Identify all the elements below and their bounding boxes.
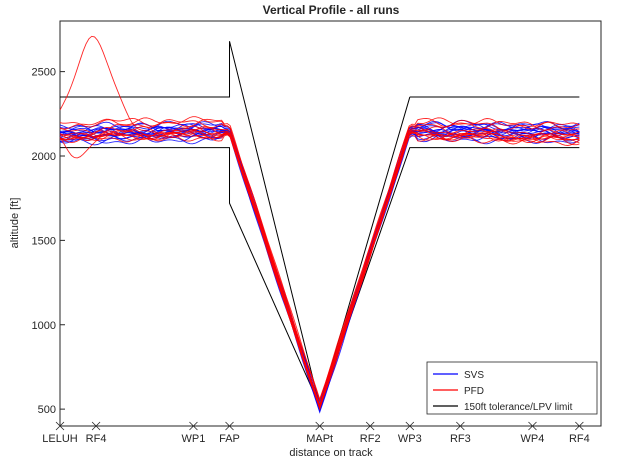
x-tick-marker xyxy=(315,421,324,431)
x-tick-marker xyxy=(365,421,375,431)
x-tick-label: WP1 xyxy=(182,433,206,445)
pfd-run-line xyxy=(59,125,580,407)
x-tick-label: FAP xyxy=(219,433,240,445)
x-tick-label: MAPt xyxy=(306,433,333,445)
x-tick-label: RF3 xyxy=(450,433,471,445)
pfd-run-line xyxy=(59,116,580,403)
y-tick-label: 1500 xyxy=(32,235,56,247)
x-tick-marker xyxy=(456,421,465,431)
x-tick-label: RF4 xyxy=(569,433,590,445)
x-tick-label: LELUH xyxy=(42,433,78,445)
plot-area xyxy=(59,20,602,427)
x-axis-label: distance on track xyxy=(289,447,373,459)
x-tick-marker xyxy=(405,421,415,431)
y-tick-label: 2500 xyxy=(32,67,56,79)
y-tick-label: 500 xyxy=(38,404,56,416)
legend-label: 150ft tolerance/LPV limit xyxy=(464,402,573,413)
x-tick-marker xyxy=(575,421,584,431)
y-axis-label: altitude [ft] xyxy=(9,198,21,249)
x-axis: LELUH RF4 WP1 FAP MAPt RF2 WP3 RF3 WP4 RF4 xyxy=(42,421,590,445)
x-tick-label: RF4 xyxy=(86,433,107,445)
x-tick-marker xyxy=(225,421,234,431)
x-tick-marker xyxy=(55,421,65,431)
limit-line xyxy=(60,41,580,408)
x-tick-label: WP4 xyxy=(521,433,545,445)
axes-box xyxy=(59,20,602,427)
pfd-series xyxy=(59,35,580,411)
x-tick-marker xyxy=(91,421,101,431)
y-axis: 500 1000 1500 2000 2500 xyxy=(32,67,65,416)
x-tick-label: WP3 xyxy=(398,433,422,445)
pfd-run-line xyxy=(59,118,580,401)
legend-box xyxy=(426,361,598,415)
limit-line xyxy=(60,147,321,406)
legend: SVS PFD 150ft tolerance/LPV limit xyxy=(426,361,598,415)
limit-lines xyxy=(60,41,580,408)
x-tick-marker xyxy=(528,421,537,431)
x-tick-label: RF2 xyxy=(360,433,381,445)
y-tick-label: 1000 xyxy=(32,320,56,332)
y-tick-label: 2000 xyxy=(32,151,56,163)
legend-label: PFD xyxy=(464,386,484,397)
chart-title: Vertical Profile - all runs xyxy=(263,3,400,17)
pfd-run-line xyxy=(60,129,580,411)
x-tick-marker xyxy=(189,421,198,431)
legend-label: SVS xyxy=(464,370,484,381)
